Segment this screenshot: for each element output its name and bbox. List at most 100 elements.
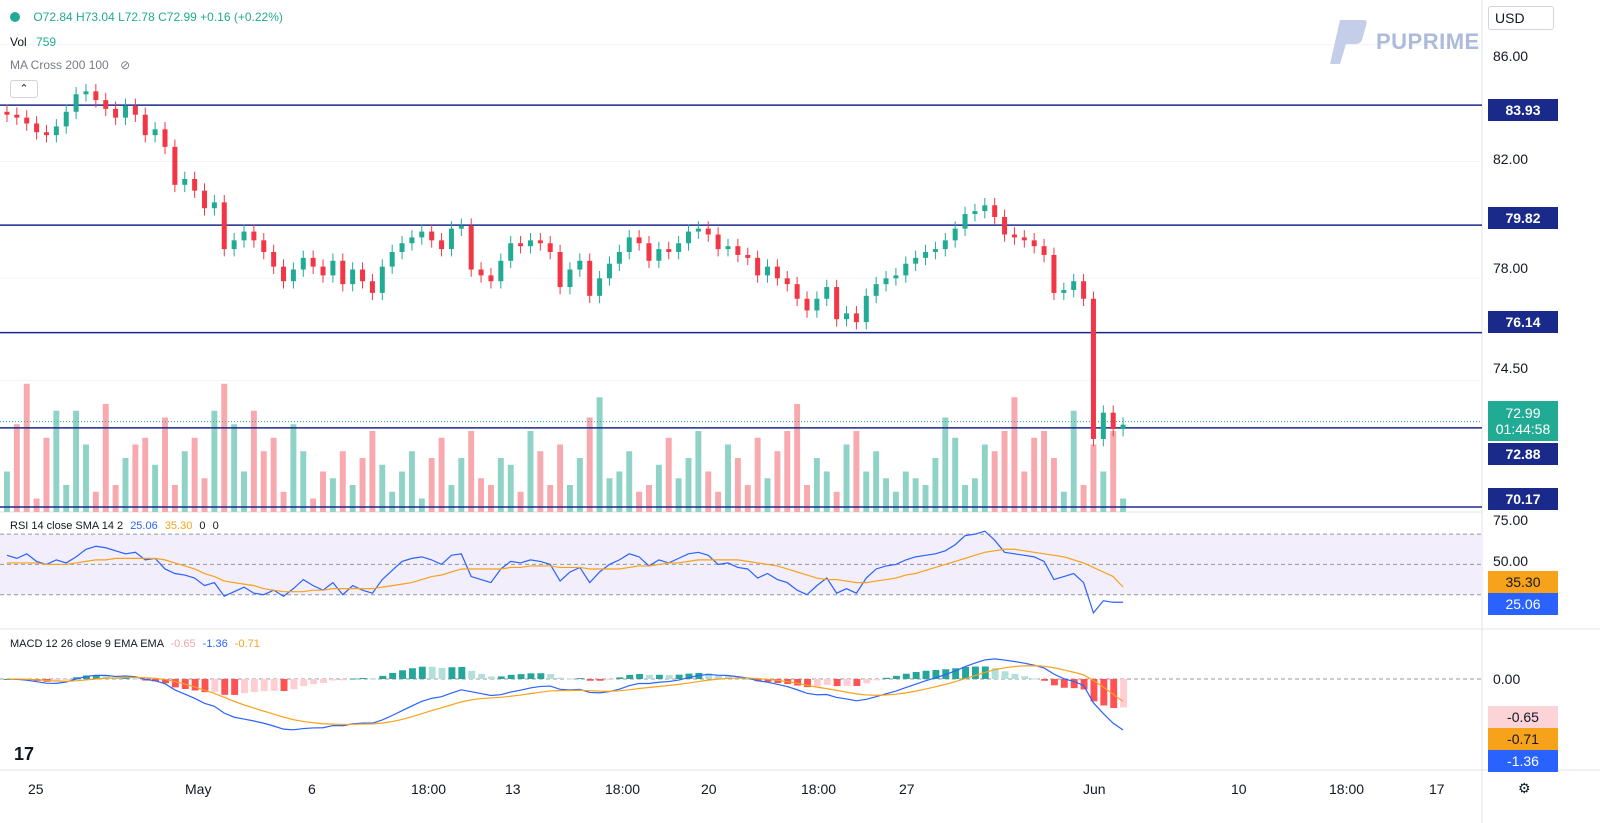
macd-histogram-bar xyxy=(162,679,169,684)
volume-bar xyxy=(171,485,178,512)
macd-histogram-bar xyxy=(83,675,90,679)
eye-hidden-icon[interactable]: ⊘ xyxy=(120,58,131,72)
candle-body xyxy=(142,114,148,136)
x-tick-label: 18:00 xyxy=(1329,781,1365,797)
volume-bar xyxy=(794,404,801,512)
candle-body xyxy=(103,100,109,109)
volume-bar xyxy=(241,471,247,512)
macd-histogram-bar xyxy=(122,677,130,679)
macd-histogram-bar xyxy=(102,676,110,679)
volume-bar xyxy=(833,491,840,512)
macd-histogram-bar xyxy=(300,679,308,687)
candle-body xyxy=(1100,412,1106,439)
rsi-extra-2: 0 xyxy=(212,520,219,532)
volume-bar xyxy=(744,485,751,512)
macd-histogram-bar xyxy=(359,677,367,679)
volume-legend: Vol 759 xyxy=(10,35,56,49)
candle-body xyxy=(616,252,622,264)
macd-histogram-bar xyxy=(843,679,851,686)
volume-bar xyxy=(73,410,80,512)
volume-bar xyxy=(349,485,356,512)
candle-body xyxy=(962,214,968,229)
macd-histogram-bar xyxy=(349,678,357,680)
ma-cross-label: MA Cross 200 100 xyxy=(10,58,109,72)
candle-body xyxy=(300,257,306,270)
candle-body xyxy=(1051,254,1057,293)
last-price-badge: 72.99 01:44:58 xyxy=(1488,401,1558,441)
volume-bar xyxy=(478,478,485,512)
candle-body xyxy=(14,114,20,118)
macd-histogram-bar xyxy=(171,679,179,688)
macd-histogram-bar xyxy=(705,673,713,679)
volume-bar xyxy=(359,458,366,512)
macd-histogram-bar xyxy=(952,668,960,679)
volume-bar xyxy=(102,404,109,512)
macd-histogram-bar xyxy=(399,670,407,679)
macd-histogram-bar xyxy=(320,679,327,684)
candle-body xyxy=(1021,237,1027,241)
candle-body xyxy=(1061,289,1067,293)
candle-body xyxy=(1031,240,1037,247)
volume-bar xyxy=(655,464,662,512)
collapse-legend-button[interactable]: ⌃ xyxy=(10,80,38,98)
volume-bar xyxy=(260,451,267,512)
macd-histogram-bar xyxy=(92,675,100,679)
macd-histogram-bar xyxy=(616,677,624,679)
rsi-axis-label: 75.00 xyxy=(1493,512,1529,528)
macd-histogram-bar xyxy=(1070,679,1078,689)
volume-bar xyxy=(211,410,218,512)
candle-body xyxy=(705,228,711,235)
candle-body xyxy=(527,240,533,247)
candle-body xyxy=(873,284,879,296)
currency-selector[interactable]: USD xyxy=(1488,6,1554,30)
ohlc-values: O72.84 H73.04 L72.78 C72.99 +0.16 (+0.22… xyxy=(33,10,283,24)
candle-body xyxy=(409,237,415,244)
macd-histogram-bar xyxy=(646,674,653,679)
macd-histogram-bar xyxy=(715,675,723,679)
macd-histogram-bar xyxy=(497,676,505,679)
macd-histogram-bar xyxy=(1011,673,1019,679)
candle-body xyxy=(844,313,850,320)
candle-body xyxy=(251,231,257,241)
volume-bar xyxy=(507,464,514,512)
volume-bar xyxy=(804,485,810,512)
volume-bar xyxy=(685,458,692,512)
candle-body xyxy=(221,202,227,250)
macd-histogram-bar xyxy=(211,679,219,692)
volume-bar xyxy=(1080,485,1087,512)
candle-body xyxy=(389,252,395,267)
candle-body xyxy=(122,105,128,118)
candle-body xyxy=(676,243,682,253)
candle-body xyxy=(646,243,652,261)
volume-bar xyxy=(606,478,613,512)
macd-histogram-bar xyxy=(418,666,426,679)
volume-bar xyxy=(754,437,761,512)
candle-body xyxy=(567,269,573,288)
candle-body xyxy=(715,234,721,250)
macd-histogram-bar xyxy=(458,666,466,679)
volume-bar xyxy=(764,478,771,512)
settings-gear-icon[interactable]: ⚙ xyxy=(1518,780,1531,796)
macd-histogram-bar xyxy=(201,679,209,693)
macd-label: MACD 12 26 close 9 EMA EMA xyxy=(10,638,164,650)
volume-bar xyxy=(369,431,376,512)
macd-histogram-bar xyxy=(863,679,871,684)
candle-body xyxy=(1041,246,1047,255)
volume-bar xyxy=(902,471,909,512)
macd-histogram-bar xyxy=(527,673,535,679)
candle-body xyxy=(330,260,336,276)
rsi-sma-line xyxy=(6,548,1124,593)
volume-bar xyxy=(487,485,494,512)
x-tick-label: 18:00 xyxy=(411,781,447,797)
x-tick-label: 10 xyxy=(1231,781,1247,797)
macd-histogram-bar xyxy=(1001,671,1009,679)
macd-histogram-bar xyxy=(408,668,416,679)
macd-histogram-bar xyxy=(883,677,890,679)
candle-body xyxy=(192,178,198,191)
x-tick-label: 17 xyxy=(1429,781,1445,797)
candle-body xyxy=(379,266,385,293)
macd-histogram-bar xyxy=(250,679,258,692)
candle-body xyxy=(745,254,751,258)
volume-bar xyxy=(576,458,583,512)
